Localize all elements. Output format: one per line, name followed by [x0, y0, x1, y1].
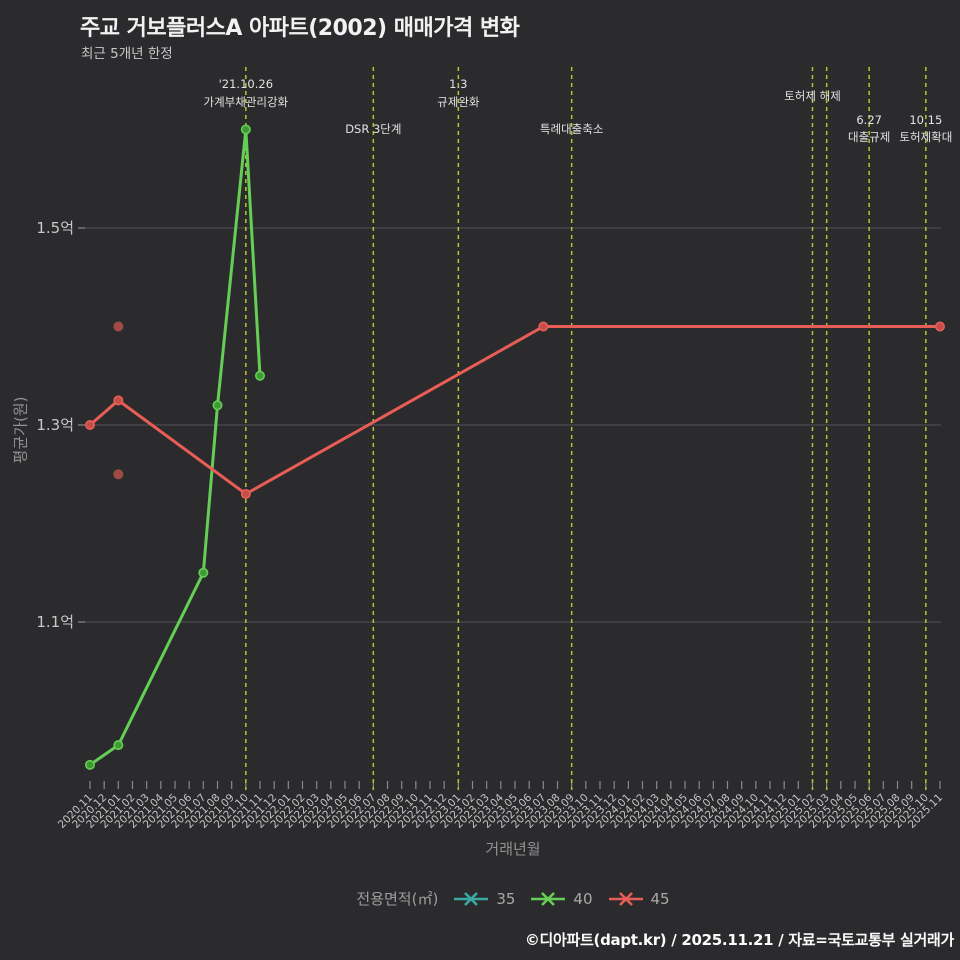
event-label: 규제완화 [437, 95, 480, 109]
series-marker [113, 395, 124, 406]
legend-label: 35 [496, 889, 516, 908]
legend-item-40[interactable]: 40 [531, 889, 593, 908]
y-tick-label: 1.5억 [36, 219, 74, 237]
event-label: 토허제 해제 [784, 89, 841, 103]
scatter-point [113, 321, 124, 332]
scatter-point [113, 469, 124, 480]
event-label: 가계부채관리강화 [204, 95, 289, 109]
event-label: 1.3 [449, 77, 467, 91]
series-marker [240, 488, 251, 499]
event-label: DSR 3단계 [345, 122, 401, 136]
line-x-marker-icon [454, 891, 489, 906]
series-marker [240, 124, 251, 135]
series-marker [538, 321, 549, 332]
legend-item-45[interactable]: 45 [608, 889, 670, 908]
source-credit: ©디아파트(dapt.kr) / 2025.11.21 / 자료=국토교통부 실… [524, 931, 954, 949]
legend-item-35[interactable]: 35 [454, 890, 515, 908]
series-marker [212, 400, 223, 411]
event-label: 대출규제 [848, 130, 890, 144]
price-line-chart: 1.5억1.3억1.1억2020.112020.122021.012021.02… [36, 67, 952, 831]
legend-title: 전용면적(㎡) [356, 890, 439, 908]
series-marker [113, 740, 124, 751]
legend-label: 45 [650, 889, 670, 908]
event-label: 10.15 [909, 113, 942, 127]
line-x-marker-icon [531, 891, 566, 906]
event-label: '21.10.26 [219, 77, 273, 91]
line-x-marker-icon [608, 891, 643, 906]
event-label: 토허제확대 [899, 130, 952, 144]
series-marker [255, 370, 266, 381]
series-marker [934, 321, 945, 332]
series-marker [85, 759, 96, 770]
page-subtitle: 최근 5개년 한정 [81, 46, 173, 62]
event-label: 6.27 [856, 113, 882, 127]
series-marker [198, 567, 209, 578]
legend-label: 40 [573, 889, 593, 908]
series-marker [85, 419, 96, 430]
page-title: 주교 거보플러스A 아파트(2002) 매매가격 변화 [80, 16, 520, 41]
event-label: 특례대출축소 [540, 122, 603, 136]
y-tick-label: 1.1억 [36, 613, 74, 631]
series-line-40 [88, 128, 262, 767]
legend: 전용면적(㎡) 35 40 45 [85, 888, 941, 909]
x-axis-title: 거래년월 [485, 840, 541, 858]
y-tick-label: 1.3억 [36, 416, 74, 434]
